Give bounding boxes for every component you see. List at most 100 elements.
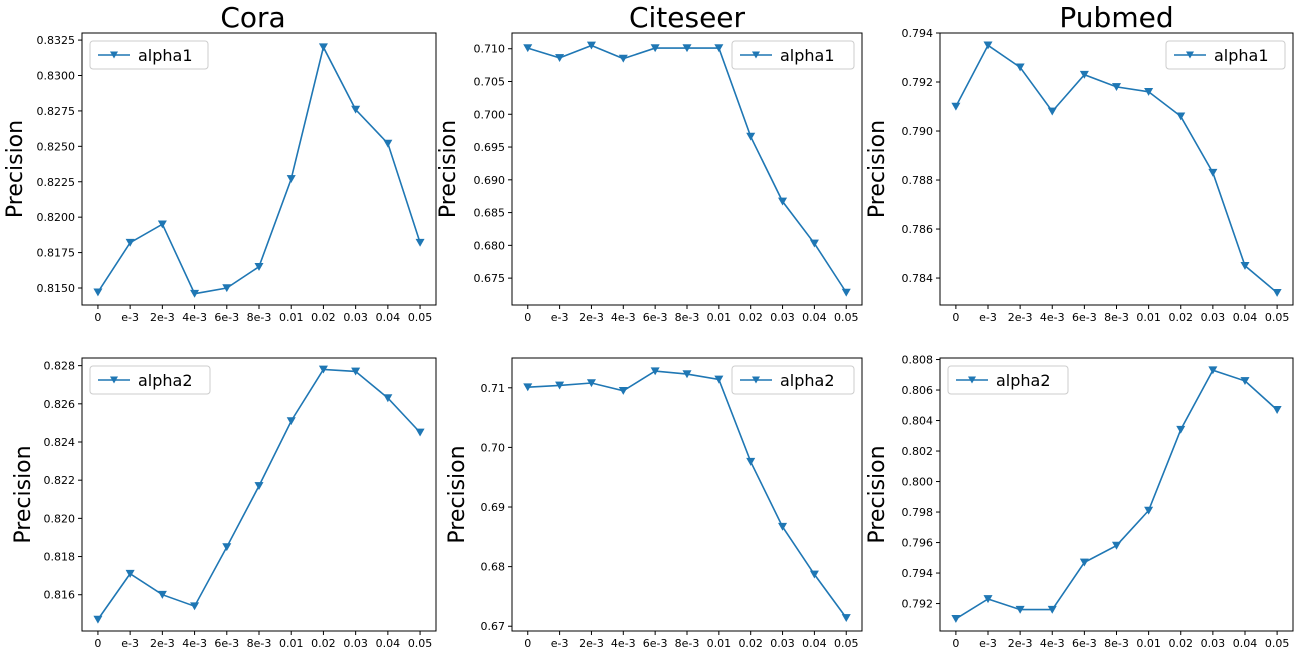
data-point-marker: [1079, 70, 1089, 79]
series-line: [527, 44, 847, 293]
data-point-marker: [1079, 558, 1089, 567]
data-point-marker: [125, 238, 135, 247]
data-point-marker: [746, 457, 756, 466]
data-point-marker: [125, 569, 135, 578]
series-line: [97, 44, 421, 295]
data-point-marker: [157, 590, 167, 599]
x-tick-label: 0.04: [376, 311, 401, 324]
data-point-marker: [157, 220, 167, 229]
plot-frame: [939, 357, 1294, 632]
legend-marker: [968, 376, 976, 384]
data-point-marker: [351, 367, 361, 376]
legend-box: [89, 365, 211, 395]
y-tick-label: 0.790: [902, 125, 934, 138]
data-point-marker: [93, 615, 103, 624]
chart-panel: 0 e-3 2e-3 4e-3 6e-3 8e-3 0.01 0.02 0.03 0.04 0.05…: [865, 27, 1294, 324]
data-point-marker: [841, 614, 851, 622]
data-point-marker: [1015, 605, 1025, 614]
data-point-marker: [383, 394, 393, 403]
y-tick-label: 0.824: [44, 436, 76, 449]
y-axis-label: Precision: [865, 120, 890, 218]
y-tick-label: 0.71: [481, 382, 506, 395]
chart-title-citeseer: Citeseer: [628, 1, 746, 34]
data-point-marker: [1047, 107, 1057, 116]
legend-label: alpha1: [780, 46, 835, 65]
x-tick-label: 0.01: [1136, 311, 1161, 324]
data-point-marker: [1240, 261, 1250, 270]
legend: alpha1: [1165, 40, 1286, 70]
x-tick-label: 4e-3: [1040, 311, 1065, 324]
y-tick-label: 0.806: [902, 384, 934, 397]
data-point-marker: [983, 41, 993, 50]
x-tick-label: 0: [952, 637, 959, 650]
data-point-marker: [254, 262, 264, 271]
x-tick-label: 0: [94, 311, 101, 324]
data-point-marker: [555, 381, 565, 390]
data-point-marker: [1272, 406, 1282, 414]
legend: alpha2: [731, 365, 855, 395]
chart-title-pubmed: Pubmed: [1059, 1, 1174, 34]
x-tick-label: 0.04: [1233, 637, 1258, 650]
y-axis-label: Precision: [445, 445, 470, 543]
y-tick-label: 0.700: [474, 108, 506, 121]
y-tick-label: 0.69: [481, 501, 506, 514]
x-tick-label: 0.03: [343, 637, 368, 650]
y-tick-label: 0.784: [902, 272, 934, 285]
data-point-marker: [650, 367, 660, 376]
y-tick-label: 0.826: [44, 398, 76, 411]
x-tick-label: 0.05: [408, 637, 433, 650]
data-point-marker: [809, 570, 819, 579]
data-point-marker: [555, 54, 565, 63]
x-tick-label: 4e-3: [182, 637, 207, 650]
data-point-marker: [778, 522, 788, 531]
data-point-marker: [222, 543, 232, 552]
y-tick-label: 0.8200: [37, 211, 76, 224]
x-tick-label: 4e-3: [1040, 637, 1065, 650]
data-point-marker: [1208, 366, 1218, 375]
data-point-marker: [351, 105, 361, 114]
data-point-marker: [286, 175, 296, 184]
legend: alpha1: [731, 40, 855, 70]
data-point-marker: [1144, 88, 1154, 96]
data-point-marker: [586, 41, 596, 50]
y-tick-label: 0.804: [902, 415, 934, 428]
data-point-marker: [714, 44, 724, 53]
data-point-marker: [778, 197, 788, 206]
x-tick-label: 2e-3: [150, 637, 175, 650]
y-tick-label: 0.710: [474, 43, 506, 56]
x-tick-label: 8e-3: [675, 311, 700, 324]
x-tick-label: 0.02: [738, 311, 763, 324]
x-tick-label: 0.03: [770, 311, 795, 324]
x-tick-label: e-3: [979, 637, 997, 650]
data-point-marker: [618, 54, 628, 63]
x-tick-label: 8e-3: [247, 311, 272, 324]
x-tick-label: 0: [952, 311, 959, 324]
legend-label: alpha1: [138, 46, 193, 65]
chart-title-cora: Cora: [220, 1, 286, 34]
x-tick-label: 0.04: [1233, 311, 1258, 324]
y-axis-label: Precision: [436, 120, 461, 218]
x-tick-label: 0.02: [1168, 637, 1193, 650]
x-tick-label: 0: [524, 637, 531, 650]
x-tick-label: 2e-3: [1008, 637, 1033, 650]
data-point-marker: [618, 386, 628, 395]
data-point-marker: [1240, 377, 1250, 385]
data-point-marker: [523, 44, 533, 53]
x-tick-label: e-3: [551, 311, 569, 324]
x-tick-label: 0.05: [834, 637, 859, 650]
y-tick-label: 0.796: [902, 537, 934, 550]
series-line: [527, 370, 847, 619]
y-tick-label: 0.70: [481, 441, 506, 454]
data-point-marker: [650, 44, 660, 53]
y-tick-label: 0.680: [474, 239, 506, 252]
data-point-marker: [841, 288, 851, 297]
data-point-marker: [809, 239, 819, 248]
y-tick-label: 0.8250: [37, 140, 76, 153]
y-tick-label: 0.802: [902, 445, 934, 458]
legend: alpha1: [89, 40, 209, 70]
data-point-marker: [714, 375, 724, 384]
x-tick-label: e-3: [979, 311, 997, 324]
y-tick-label: 0.67: [481, 620, 506, 633]
x-tick-label: 8e-3: [247, 637, 272, 650]
